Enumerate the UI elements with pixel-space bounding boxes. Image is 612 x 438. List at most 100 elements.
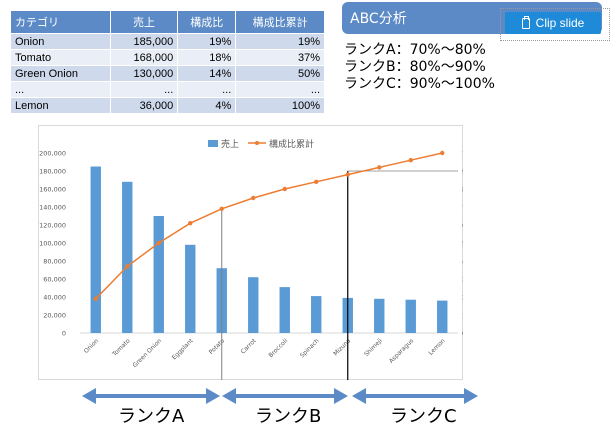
bar-mark (405, 299, 416, 333)
y-tick-label: 80,000 (43, 258, 66, 266)
y2-tick-label: 50% (462, 240, 463, 248)
bar-mark (185, 244, 196, 333)
y-tick-label: 120,000 (39, 222, 66, 230)
cell-sales: ... (110, 82, 178, 97)
rank-b-range: ランクB：80%～90% (344, 59, 486, 75)
cumulative-point (219, 206, 224, 211)
table-row: Lemon 36,000 4% 100% (11, 98, 324, 113)
rank-b-label: ランクB (255, 406, 322, 427)
cumulative-point (440, 150, 445, 156)
y-tick-label: 160,000 (39, 186, 66, 194)
cumulative-point (282, 186, 287, 192)
cell-sales: 130,000 (110, 66, 178, 81)
cell-ratio: 14% (178, 66, 236, 81)
clip-slide-button[interactable]: Clip slide (505, 12, 601, 34)
table-row: ... ... ... ... (11, 82, 324, 97)
cell-cumulative: ... (236, 82, 324, 97)
y2-tick-label: 20% (462, 294, 463, 302)
y2-tick-label: 0% (462, 330, 463, 338)
bar-mark (90, 166, 101, 333)
y-tick-label: 100,000 (39, 240, 66, 248)
cumulative-point (125, 264, 130, 269)
y2-tick-label: 30% (462, 276, 463, 284)
chart-border (38, 125, 463, 380)
x-tick-label: Lemon (427, 337, 446, 356)
legend-bar-swatch (208, 140, 218, 147)
abc-title: ABC分析 (350, 11, 407, 27)
y-tick-label: 200,000 (39, 150, 66, 158)
clip-slide-label: Clip slide (535, 16, 585, 30)
x-tick-label: Tomato (111, 337, 132, 358)
y2-tick-label: 60% (462, 222, 463, 230)
clip-slide-frame (500, 8, 610, 41)
clipboard-icon (521, 15, 530, 29)
cumulative-point (345, 172, 350, 177)
x-tick-label: Onion (83, 337, 101, 355)
cell-cumulative: 19% (236, 34, 324, 49)
bar-mark (122, 181, 133, 333)
cell-cumulative: 50% (236, 66, 324, 81)
y-tick-label: 0 (62, 330, 66, 338)
bar-mark (279, 287, 290, 333)
cumulative-point (156, 240, 161, 246)
legend-line-marker (255, 141, 259, 145)
x-tick-label: Carrot (240, 337, 259, 356)
table-row: Green Onion 130,000 14% 50% (11, 66, 324, 81)
y-tick-label: 40,000 (43, 294, 66, 302)
bar-mark (437, 300, 448, 333)
cell-ratio: 19% (178, 34, 236, 49)
rank-a-label: ランクA (118, 406, 185, 427)
y-tick-label: 20,000 (43, 312, 66, 320)
y-tick-label: 60,000 (43, 276, 66, 284)
column-header-category: カテゴリ (11, 11, 110, 33)
cell-ratio: 18% (178, 50, 236, 65)
y-tick-label: 140,000 (39, 204, 66, 212)
sales-table: カテゴリ 売上 構成比 構成比累計 Onion 185,000 19% 19% … (10, 10, 325, 114)
cell-category: Onion (11, 34, 110, 49)
bar-mark (153, 216, 164, 333)
cell-category: Lemon (11, 98, 110, 113)
x-tick-label: Broccoli (267, 337, 289, 359)
x-tick-label: Asparagus (388, 337, 415, 364)
pareto-chart-svg: 売上 構成比累計 0 20,000 40,000 60,000 80,000 100,000 1… (38, 125, 481, 380)
x-tick-label: Green Onion (132, 337, 164, 369)
table-row: Tomato 168,000 18% 37% (11, 50, 324, 65)
y2-tick-label: 90% (462, 168, 463, 176)
y2-tick-label: 80% (462, 186, 463, 194)
column-header-sales: 売上 (110, 11, 178, 33)
cell-sales: 185,000 (110, 34, 178, 49)
cell-category: Green Onion (11, 66, 110, 81)
x-tick-label: Eggplant (171, 337, 195, 361)
rank-c-label: ランクC (390, 406, 457, 427)
y-tick-label: 180,000 (39, 168, 66, 176)
cumulative-point (251, 195, 256, 201)
pareto-chart: 売上 構成比累計 0 20,000 40,000 60,000 80,000 100,000 1… (38, 125, 481, 380)
legend-bar-label: 売上 (221, 138, 239, 150)
cell-sales: 36,000 (110, 98, 178, 113)
x-tick-label: Shimeji (363, 337, 384, 358)
table-header-row: カテゴリ 売上 構成比 構成比累計 (11, 11, 324, 33)
y2-tick-label: 100% (462, 150, 463, 158)
column-header-cumulative: 構成比累計 (236, 11, 324, 33)
y2-tick-label: 10% (462, 312, 463, 320)
y2-tick-label: 70% (462, 204, 463, 212)
cell-cumulative: 37% (236, 50, 324, 65)
cell-sales: 168,000 (110, 50, 178, 65)
cumulative-point (93, 296, 98, 301)
x-tick-label: Spinach (299, 337, 321, 359)
cell-category: ... (11, 82, 110, 97)
cell-ratio: 4% (178, 98, 236, 113)
cumulative-point (188, 221, 193, 226)
cumulative-point (408, 158, 413, 163)
x-tick-label: Potato (208, 337, 227, 356)
x-tick-label: Mizuna (332, 337, 352, 357)
rank-a-range: ランクA：70%～80% (344, 42, 486, 58)
cumulative-point (314, 179, 319, 184)
bar-mark (248, 277, 259, 333)
legend-line-label: 構成比累計 (269, 138, 314, 150)
cell-category: Tomato (11, 50, 110, 65)
cell-cumulative: 100% (236, 98, 324, 113)
cumulative-point (377, 165, 382, 170)
column-header-ratio: 構成比 (178, 11, 236, 33)
cumulative-line (95, 152, 443, 300)
